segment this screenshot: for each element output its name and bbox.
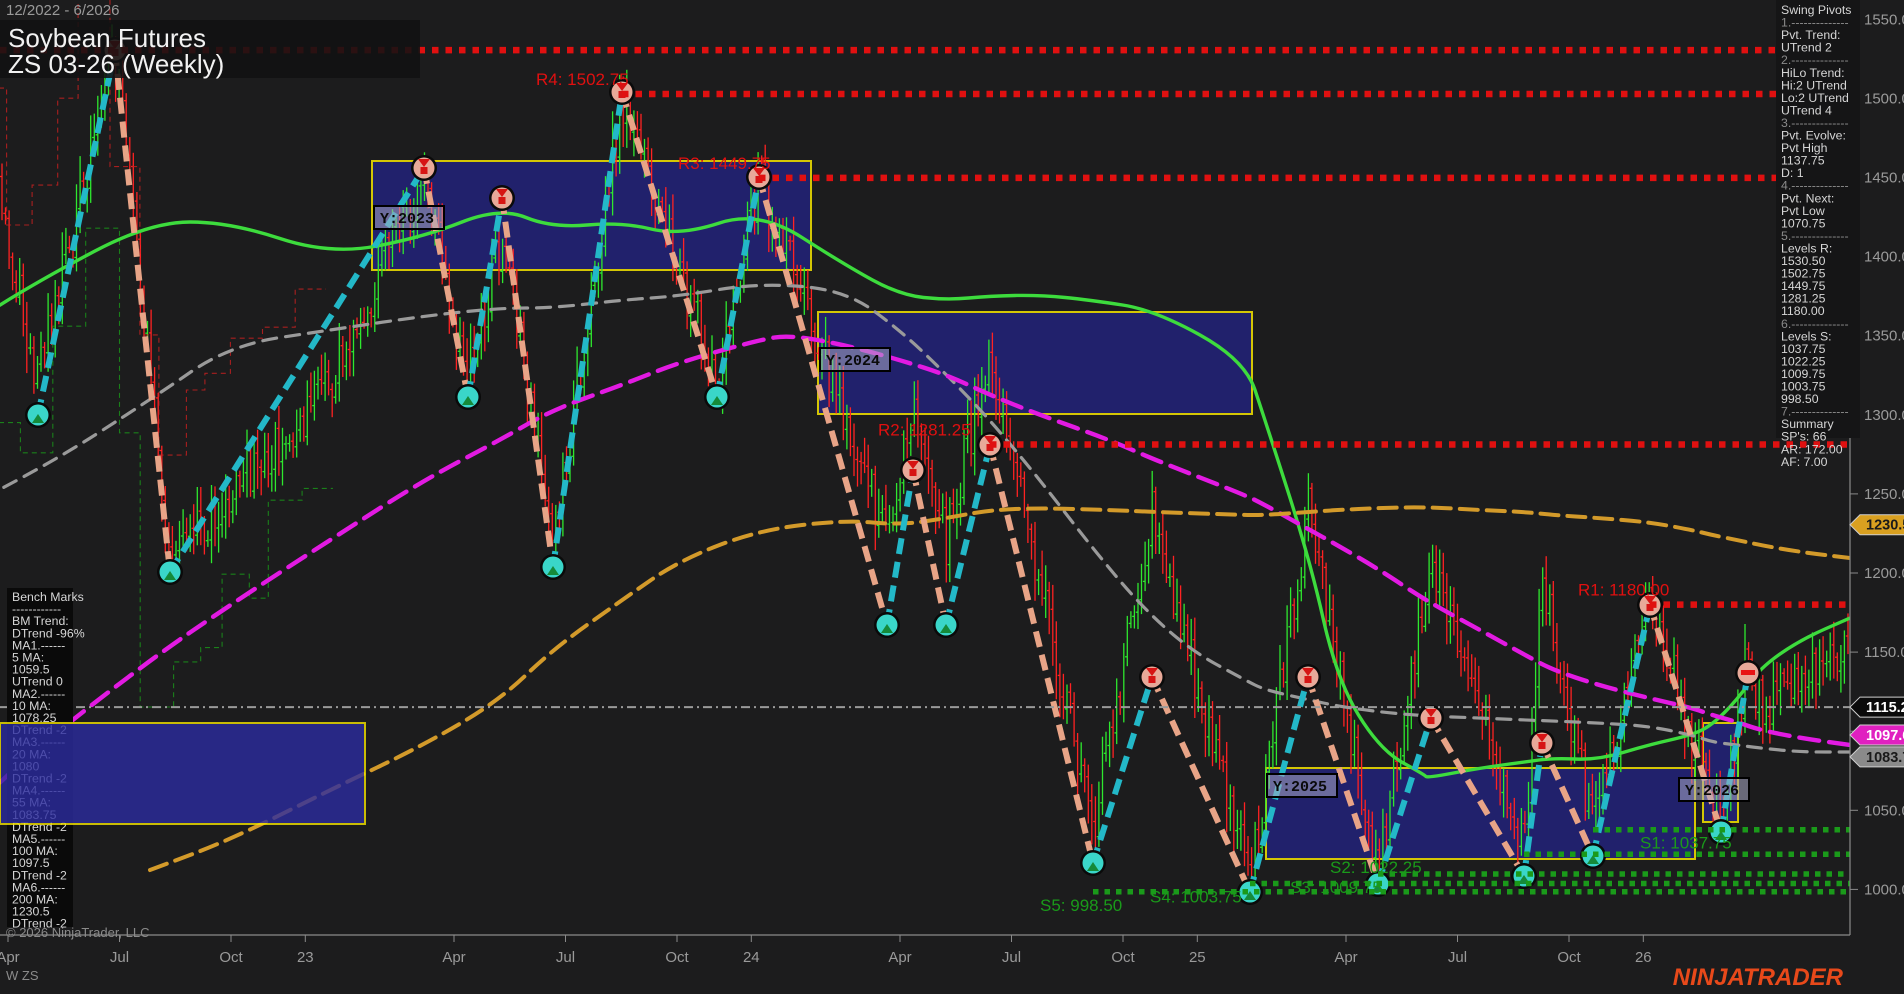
svg-text:1550.00: 1550.00 [1864, 11, 1904, 28]
svg-text:Oct: Oct [1111, 949, 1135, 966]
svg-text:1050.00: 1050.00 [1864, 802, 1904, 819]
svg-text:1500.00: 1500.00 [1864, 90, 1904, 107]
svg-text:S2: 1022.25: S2: 1022.25 [1330, 858, 1422, 877]
svg-text:1097.61: 1097.61 [1866, 728, 1904, 744]
svg-text:Oct: Oct [665, 949, 689, 966]
svg-text:1115.25: 1115.25 [1866, 700, 1904, 716]
svg-text:Apr: Apr [442, 949, 465, 966]
svg-text:R1: 1180.00: R1: 1180.00 [1578, 581, 1669, 600]
svg-text:1200.00: 1200.00 [1864, 565, 1904, 582]
svg-text:1230.50: 1230.50 [1866, 518, 1904, 534]
svg-text:Y:2026: Y:2026 [1685, 783, 1739, 800]
svg-text:1250.00: 1250.00 [1864, 486, 1904, 503]
svg-text:25: 25 [1189, 949, 1206, 966]
svg-text:26: 26 [1635, 949, 1652, 966]
svg-text:Oct: Oct [1557, 949, 1581, 966]
svg-text:12/2022 - 6/2026: 12/2022 - 6/2026 [6, 2, 119, 19]
svg-text:AF: 7.00: AF: 7.00 [1781, 455, 1828, 469]
svg-text:Apr: Apr [888, 949, 911, 966]
svg-text:1000.00: 1000.00 [1864, 881, 1904, 898]
svg-text:NINJATRADER: NINJATRADER [1673, 964, 1844, 991]
svg-text:1083.77: 1083.77 [1866, 750, 1904, 766]
svg-text:R4: 1502.75: R4: 1502.75 [536, 70, 629, 89]
svg-text:R3: 1449.75: R3: 1449.75 [678, 154, 771, 173]
svg-text:Y:2025: Y:2025 [1273, 779, 1327, 796]
svg-text:1300.00: 1300.00 [1864, 407, 1904, 424]
svg-text:ZS 03-26 (Weekly): ZS 03-26 (Weekly) [8, 49, 224, 79]
svg-text:Apr: Apr [1334, 949, 1357, 966]
svg-text:R2: 1281.25: R2: 1281.25 [878, 421, 971, 440]
svg-text:Jul: Jul [110, 949, 129, 966]
svg-text:Jul: Jul [1002, 949, 1021, 966]
svg-text:Y:2024: Y:2024 [826, 353, 880, 370]
svg-text:S5: 998.50: S5: 998.50 [1040, 896, 1122, 915]
svg-text:23: 23 [297, 949, 314, 966]
svg-text:Jul: Jul [1448, 949, 1467, 966]
svg-text:Oct: Oct [219, 949, 243, 966]
svg-text:24: 24 [743, 949, 760, 966]
svg-text:1150.00: 1150.00 [1864, 644, 1904, 661]
svg-text:1450.00: 1450.00 [1864, 170, 1904, 187]
svg-text:S1: 1037.75: S1: 1037.75 [1640, 834, 1732, 853]
svg-text:© 2026 NinjaTrader, LLC: © 2026 NinjaTrader, LLC [6, 925, 150, 940]
svg-text:1350.00: 1350.00 [1864, 328, 1904, 345]
svg-text:W ZS: W ZS [6, 968, 39, 983]
svg-text:Jul: Jul [556, 949, 575, 966]
svg-text:1400.00: 1400.00 [1864, 249, 1904, 266]
svg-text:Apr: Apr [0, 949, 20, 966]
svg-text:Y:2023: Y:2023 [380, 211, 434, 228]
